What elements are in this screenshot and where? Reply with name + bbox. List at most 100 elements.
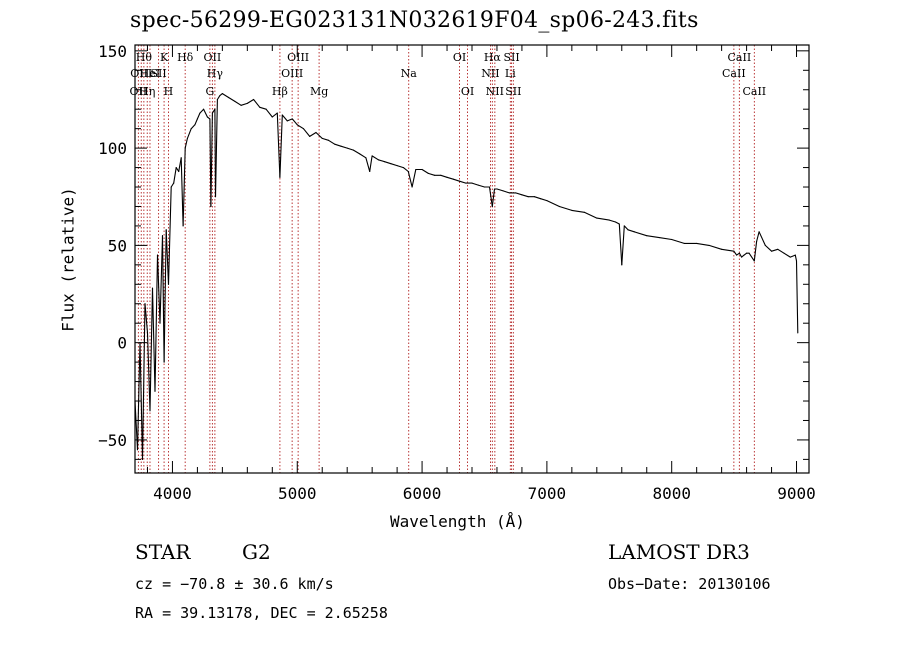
- subclass: G2: [242, 540, 271, 564]
- spectrum-segment-0-57: [340, 145, 348, 149]
- object-class: STAR: [135, 540, 191, 564]
- spectrum-segment-0-22: [186, 128, 192, 139]
- spectrum-segment-0-94: [546, 200, 560, 208]
- x-tick-label-4: 8000: [652, 484, 691, 503]
- line-marker-label-9: G: [205, 85, 214, 98]
- spectrum-segment-0-107: [658, 237, 673, 241]
- spectrum-segment-0-68: [402, 167, 409, 173]
- line-marker-label-3: Hη: [139, 85, 155, 98]
- spectrum-segment-0-123: [764, 244, 773, 252]
- spectrum-segment-0-81: [477, 184, 486, 188]
- spectrum-segment-0-49: [291, 118, 298, 126]
- spectrum-segment-0-97: [583, 211, 598, 219]
- spectrum-segment-0-37: [228, 96, 236, 102]
- spectrum-segment-0-101: [618, 223, 623, 266]
- line-marker-label-1: OIII: [130, 67, 152, 80]
- line-marker-label-4: HeI: [140, 67, 160, 80]
- spectrum-segment-0-124: [771, 248, 779, 252]
- spectrum-segment-0-92: [533, 196, 542, 200]
- line-marker-label-5: SII: [150, 67, 166, 80]
- spectrum-segment-0-42: [259, 106, 267, 110]
- spectrum-segment-0-122: [758, 231, 766, 246]
- axis-tick-labels: 4000 5000 6000 7000 8000 9000 −50 0 50 100 150: [98, 42, 816, 503]
- x-tick-label-2: 6000: [403, 484, 442, 503]
- redshift-velocity: cz = −70.8 ± 30.6 km/s: [135, 575, 334, 593]
- line-marker-labels: OIIOIIIHθHηHeISIIKHHδGOIIHγHβOIIIOIIIMgN…: [130, 51, 767, 98]
- spectrum-segment-0-102: [621, 225, 625, 266]
- spectrum-segment-0-112: [721, 248, 735, 252]
- spectrum-segment-0-67: [396, 165, 404, 169]
- line-marker-label-16: Na: [401, 67, 418, 80]
- spectrum-segment-0-113: [733, 250, 738, 256]
- chart-title: spec-56299-EG023131N032619F04_sp06-243.f…: [130, 8, 699, 33]
- spectrum-segment-0-4: [144, 303, 149, 334]
- spectrum-segment-0-6: [149, 287, 154, 412]
- spectrum-segment-0-14: [167, 186, 172, 285]
- spectrum-segment-0-53: [315, 131, 323, 139]
- spectrum-curve-group: [134, 93, 799, 460]
- spectrum-segment-0-30: [210, 112, 213, 208]
- spectrum-segment-0-106: [646, 235, 660, 239]
- spectrum-segment-0-69: [407, 170, 413, 188]
- spectrum-segment-0-48: [286, 118, 293, 122]
- spectrum-segment-0-27: [203, 108, 208, 118]
- x-tick-label-1: 5000: [278, 484, 317, 503]
- spectrum-segment-0-7: [151, 287, 156, 392]
- spectrum-segment-0-5: [146, 332, 151, 412]
- spectrum-segment-0-43: [265, 108, 273, 118]
- line-marker-label-15: Mg: [310, 85, 328, 98]
- spectrum-segment-0-93: [540, 198, 548, 202]
- line-marker-label-11: Hγ: [207, 67, 224, 80]
- line-marker-label-17: OI: [453, 51, 466, 64]
- spectrum-segment-0-9: [156, 254, 161, 324]
- spectrum-segment-0-63: [371, 155, 379, 161]
- spectrum-segment-0-12: [163, 229, 167, 363]
- line-marker-label-21: NII: [486, 85, 504, 98]
- spectrum-segment-0-55: [327, 139, 336, 145]
- spectrum-segment-0-46: [279, 114, 283, 178]
- y-tick-label-4: 150: [98, 42, 127, 61]
- spectrum-segment-0-3: [141, 303, 146, 460]
- line-marker-label-23: SII: [503, 51, 519, 64]
- spectrum-segment-0-105: [633, 231, 648, 237]
- spectrum-segment-0-39: [240, 102, 248, 106]
- spectrum-segment-0-119: [748, 252, 755, 262]
- spectrum-segment-0-90: [521, 194, 529, 198]
- line-marker-label-12: Hβ: [272, 85, 288, 98]
- line-marker-label-8: Hδ: [177, 51, 194, 64]
- spectrum-segment-0-21: [184, 137, 188, 149]
- spectrum-segment-0-121: [756, 231, 760, 243]
- line-marker-label-19: NII: [481, 67, 499, 80]
- spectrum-segment-0-25: [196, 112, 201, 120]
- spectrum-segment-0-104: [627, 229, 635, 233]
- spectrum-segment-0-59: [352, 149, 361, 155]
- line-marker-label-6: K: [160, 51, 169, 64]
- spectrum-segment-0-51: [302, 128, 311, 137]
- y-tick-label-0: −50: [98, 431, 127, 450]
- line-marker-label-25: CaII: [722, 67, 746, 80]
- spectrum-segment-0-50: [296, 124, 305, 130]
- line-markers: [137, 45, 755, 473]
- spectrum-segment-0-54: [321, 137, 330, 141]
- spectrum-segment-0-19: [180, 157, 184, 227]
- spectrum-segment-0-115: [738, 252, 743, 258]
- plot-frame: [134, 44, 810, 474]
- x-tick-label-3: 7000: [528, 484, 567, 503]
- observation-date: Obs−Date: 20130106: [608, 575, 771, 593]
- line-marker-label-26: CaII: [728, 51, 752, 64]
- spectrum-segment-0-99: [608, 219, 617, 223]
- x-axis-label: Wavelength (Å): [390, 512, 525, 531]
- spectrum-segment-0-100: [614, 221, 620, 225]
- line-marker-label-20: Hα: [484, 51, 502, 64]
- spectrum-segment-0-98: [596, 217, 610, 221]
- coordinates: RA = 39.13178, DEC = 2.65258: [135, 604, 388, 622]
- line-marker-label-2: Hθ: [136, 51, 153, 64]
- spectrum-segment-0-40: [246, 98, 255, 104]
- spectrum-segment-0-38: [234, 100, 242, 106]
- survey-name: LAMOST DR3: [608, 540, 750, 564]
- spectrum-segment-0-110: [696, 242, 710, 246]
- spectrum-segment-0-86: [496, 188, 504, 192]
- spectrum-segment-0-65: [384, 161, 392, 165]
- spectrum-segment-0-20: [182, 147, 186, 227]
